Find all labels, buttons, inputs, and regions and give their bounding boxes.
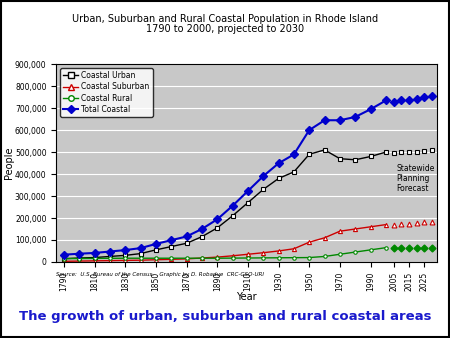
Y-axis label: People: People <box>4 147 13 179</box>
X-axis label: Year: Year <box>236 292 256 303</box>
Text: Source:  U.S. Bureau of the Census.   Graphic by D. Robadue  CRC-GSO-URI: Source: U.S. Bureau of the Census. Graph… <box>56 272 264 277</box>
Legend: Coastal Urban, Coastal Suburban, Coastal Rural, Total Coastal: Coastal Urban, Coastal Suburban, Coastal… <box>60 68 153 117</box>
Text: 1790 to 2000, projected to 2030: 1790 to 2000, projected to 2030 <box>146 24 304 34</box>
Text: Statewide
Planning
Forecast: Statewide Planning Forecast <box>396 164 435 193</box>
Text: Urban, Suburban and Rural Coastal Population in Rhode Island: Urban, Suburban and Rural Coastal Popula… <box>72 14 378 24</box>
Text: The growth of urban, suburban and rural coastal areas: The growth of urban, suburban and rural … <box>19 310 431 322</box>
